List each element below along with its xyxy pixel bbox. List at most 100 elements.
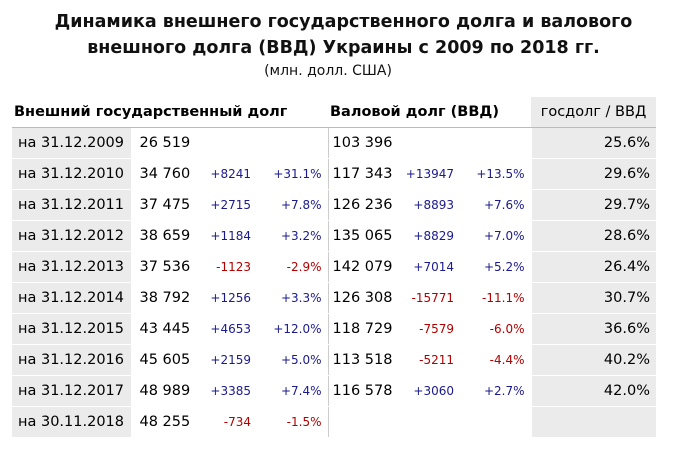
gross-debt-change-abs: +13947	[403, 158, 460, 190]
header-gov-debt: Внешний государственный долг	[12, 97, 328, 128]
gov-debt-change-abs	[201, 127, 257, 159]
ratio-value: 25.6%	[530, 127, 656, 159]
page-subtitle: (млн. долл. США)	[264, 63, 392, 79]
table-row: на 31.12.2012 38 659 +1184 +3.2% 135 065 +882…	[12, 220, 656, 252]
header-ratio: госдолг / ВВД	[531, 97, 656, 128]
gov-debt-value: 26 519	[131, 127, 201, 159]
gross-debt-value: 117 343	[327, 158, 403, 190]
gross-debt-change-abs: -5211	[403, 344, 460, 376]
gross-debt-change-abs: +3060	[403, 375, 460, 407]
gov-debt-change-pct: +12.0%	[257, 313, 328, 345]
gov-debt-value: 43 445	[131, 313, 201, 345]
gross-debt-value: 126 308	[327, 282, 403, 314]
date-cell: на 31.12.2009	[12, 127, 132, 159]
gov-debt-value: 38 659	[131, 220, 201, 252]
table-row: на 31.12.2017 48 989 +3385 +7.4% 116 578 +306…	[12, 375, 656, 407]
ratio-value	[530, 406, 656, 438]
date-cell: на 31.12.2014	[12, 282, 132, 314]
date-cell: на 30.11.2018	[12, 406, 132, 438]
gov-debt-change-pct	[257, 127, 328, 159]
ratio-value: 26.4%	[530, 251, 656, 283]
date-cell: на 31.12.2017	[12, 375, 132, 407]
gov-debt-change-abs: -734	[201, 406, 257, 438]
ratio-value: 36.6%	[530, 313, 656, 345]
gross-debt-value: 126 236	[327, 189, 403, 221]
gov-debt-value: 38 792	[131, 282, 201, 314]
gov-debt-change-pct: +3.2%	[257, 220, 328, 252]
table-row: на 31.12.2009 26 519 103 396 25.6%	[12, 127, 656, 159]
ratio-value: 40.2%	[530, 344, 656, 376]
table-row: на 31.12.2011 37 475 +2715 +7.8% 126 236 +889…	[12, 189, 656, 221]
header-gross-debt: Валовой долг (ВВД)	[328, 97, 531, 128]
table-body: на 31.12.2009 26 519 103 396 25.6% на 31.12.…	[12, 127, 656, 438]
debt-table: Внешний государственный долг Валовой дол…	[12, 97, 656, 438]
gov-debt-value: 34 760	[131, 158, 201, 190]
date-cell: на 31.12.2011	[12, 189, 132, 221]
gross-debt-value: 113 518	[327, 344, 403, 376]
gov-debt-change-abs: +1256	[201, 282, 257, 314]
gross-debt-change-pct	[460, 127, 531, 159]
gross-debt-change-pct: +7.0%	[460, 220, 531, 252]
gross-debt-change-pct: -11.1%	[460, 282, 531, 314]
gross-debt-value: 103 396	[327, 127, 403, 159]
gross-debt-change-abs: -7579	[403, 313, 460, 345]
gov-debt-change-abs: -1123	[201, 251, 257, 283]
gov-debt-change-abs: +4653	[201, 313, 257, 345]
gross-debt-value: 142 079	[327, 251, 403, 283]
date-cell: на 31.12.2012	[12, 220, 132, 252]
ratio-value: 29.7%	[530, 189, 656, 221]
table-row: на 31.12.2015 43 445 +4653 +12.0% 118 729 -75…	[12, 313, 656, 345]
title-line-2: внешного долга (ВВД) Украины с 2009 по 2…	[87, 38, 600, 58]
gov-debt-value: 37 475	[131, 189, 201, 221]
ratio-value: 30.7%	[530, 282, 656, 314]
gov-debt-change-pct: +31.1%	[257, 158, 328, 190]
table-row: на 31.12.2013 37 536 -1123 -2.9% 142 079 +701…	[12, 251, 656, 283]
gov-debt-value: 48 255	[131, 406, 201, 438]
gov-debt-change-pct: -1.5%	[257, 406, 328, 438]
ratio-value: 29.6%	[530, 158, 656, 190]
gross-debt-change-abs: -15771	[403, 282, 460, 314]
gross-debt-change-abs: +7014	[403, 251, 460, 283]
gross-debt-change-abs	[403, 406, 460, 438]
gross-debt-change-pct: -6.0%	[460, 313, 531, 345]
gov-debt-value: 37 536	[131, 251, 201, 283]
gross-debt-value: 135 065	[327, 220, 403, 252]
date-cell: на 31.12.2016	[12, 344, 132, 376]
ratio-value: 28.6%	[530, 220, 656, 252]
table-row: на 30.11.2018 48 255 -734 -1.5%	[12, 406, 656, 438]
table-row: на 31.12.2010 34 760 +8241 +31.1% 117 343 +13…	[12, 158, 656, 190]
gov-debt-change-abs: +8241	[201, 158, 257, 190]
gov-debt-change-abs: +1184	[201, 220, 257, 252]
gov-debt-change-pct: +7.8%	[257, 189, 328, 221]
gov-debt-change-abs: +2159	[201, 344, 257, 376]
gross-debt-change-pct: -4.4%	[460, 344, 531, 376]
title-line-1: Динамика внешнего государственного долга…	[54, 12, 633, 32]
gov-debt-change-abs: +2715	[201, 189, 257, 221]
page-title: Динамика внешнего государственного долга…	[0, 9, 687, 61]
gross-debt-value: 118 729	[327, 313, 403, 345]
gross-debt-change-abs: +8829	[403, 220, 460, 252]
gov-debt-value: 48 989	[131, 375, 201, 407]
table-row: на 31.12.2014 38 792 +1256 +3.3% 126 308 -157…	[12, 282, 656, 314]
ratio-value: 42.0%	[530, 375, 656, 407]
gross-debt-change-pct: +13.5%	[460, 158, 531, 190]
gross-debt-change-pct: +5.2%	[460, 251, 531, 283]
gross-debt-change-abs: +8893	[403, 189, 460, 221]
date-cell: на 31.12.2010	[12, 158, 132, 190]
gross-debt-change-abs	[403, 127, 460, 159]
gov-debt-change-pct: -2.9%	[257, 251, 328, 283]
gov-debt-value: 45 605	[131, 344, 201, 376]
gross-debt-value: 116 578	[327, 375, 403, 407]
date-cell: на 31.12.2013	[12, 251, 132, 283]
table-row: на 31.12.2016 45 605 +2159 +5.0% 113 518 -521…	[12, 344, 656, 376]
gross-debt-value	[327, 406, 403, 438]
gov-debt-change-pct: +5.0%	[257, 344, 328, 376]
gross-debt-change-pct: +7.6%	[460, 189, 531, 221]
gross-debt-change-pct: +2.7%	[460, 375, 531, 407]
gov-debt-change-pct: +3.3%	[257, 282, 328, 314]
date-cell: на 31.12.2015	[12, 313, 132, 345]
gross-debt-change-pct	[460, 406, 531, 438]
gov-debt-change-pct: +7.4%	[257, 375, 328, 407]
gov-debt-change-abs: +3385	[201, 375, 257, 407]
